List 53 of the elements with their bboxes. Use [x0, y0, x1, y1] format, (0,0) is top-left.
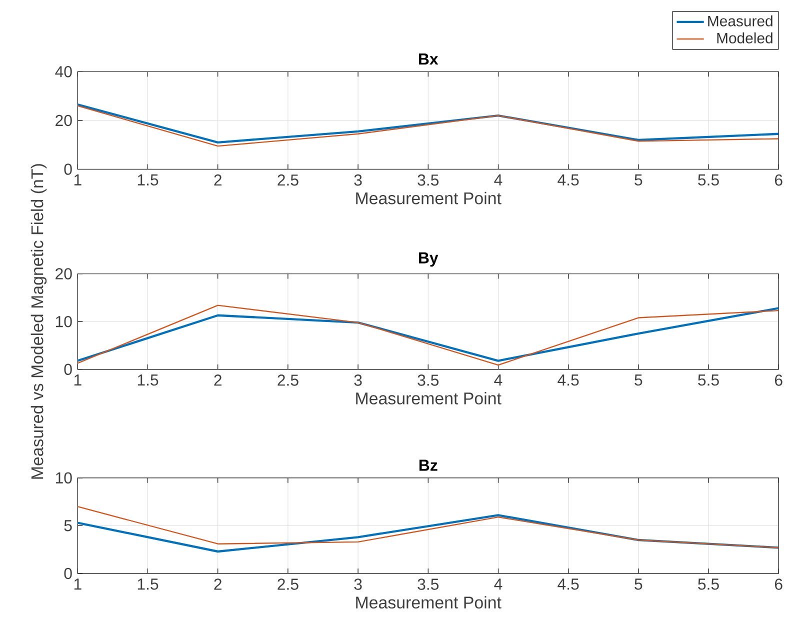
- x-tick-label: 2.5: [278, 374, 298, 386]
- x-tick-label: 3: [354, 374, 362, 386]
- x-tick-label: 3.5: [418, 374, 439, 386]
- y-tick-label: 40: [55, 66, 72, 78]
- chart-title: By: [419, 252, 438, 267]
- y-tick-label: 10: [56, 316, 72, 328]
- y-tick-label: 5: [64, 520, 72, 532]
- y-tick-label: 20: [56, 114, 72, 126]
- chart-title: Bx: [419, 53, 438, 64]
- x-tick-label: 1.5: [138, 174, 158, 186]
- legend-label: Measured: [708, 15, 772, 26]
- x-tick-label: 3: [354, 174, 362, 186]
- legend-label: Modeled: [717, 32, 772, 44]
- x-tick-label: 6: [774, 578, 782, 590]
- chart-title: Bz: [419, 460, 438, 471]
- x-tick-label: 1: [74, 578, 82, 590]
- y-tick-label: 10: [56, 472, 72, 484]
- x-tick-label: 4: [494, 374, 502, 386]
- x-axis-title: Measurement Point: [356, 392, 502, 404]
- x-tick-label: 5.5: [698, 374, 719, 386]
- x-tick-label: 4.5: [558, 374, 579, 386]
- x-tick-label: 2: [214, 578, 222, 590]
- x-tick-label: 4: [494, 174, 502, 186]
- y-tick-label: 0: [64, 364, 72, 375]
- x-tick-label: 2.5: [278, 174, 298, 186]
- x-tick-label: 5: [634, 374, 642, 386]
- x-tick-label: 3.5: [418, 578, 439, 590]
- x-tick-label: 4.5: [558, 578, 579, 590]
- y-tick-label: 20: [56, 268, 72, 280]
- x-tick-label: 4: [494, 578, 502, 590]
- x-tick-label: 3: [354, 578, 362, 590]
- x-tick-label: 5.5: [698, 578, 719, 590]
- x-tick-label: 5: [634, 174, 642, 186]
- x-tick-label: 2: [214, 374, 222, 386]
- x-tick-label: 5.5: [698, 174, 719, 186]
- line-series: [78, 514, 779, 553]
- x-axis-title: Measurement Point: [356, 192, 502, 204]
- y-tick-label: 0: [64, 568, 72, 580]
- x-tick-label: 5: [634, 578, 642, 590]
- y-tick-label: 0: [64, 164, 72, 175]
- x-tick-label: 4.5: [558, 174, 579, 186]
- line-series: [78, 506, 779, 548]
- x-tick-label: 1: [74, 374, 82, 386]
- x-tick-label: 6: [774, 374, 782, 386]
- x-tick-label: 1.5: [138, 578, 158, 590]
- x-tick-label: 2: [214, 174, 222, 186]
- y-axis-title: Measured vs Modeled Magnetic Field (nT): [30, 164, 47, 479]
- x-tick-label: 1.5: [138, 374, 158, 386]
- x-tick-label: 6: [774, 174, 782, 186]
- x-tick-label: 1: [74, 174, 82, 186]
- x-tick-label: 3.5: [418, 174, 439, 186]
- x-axis-title: Measurement Point: [356, 596, 502, 608]
- x-tick-label: 2.5: [278, 578, 298, 590]
